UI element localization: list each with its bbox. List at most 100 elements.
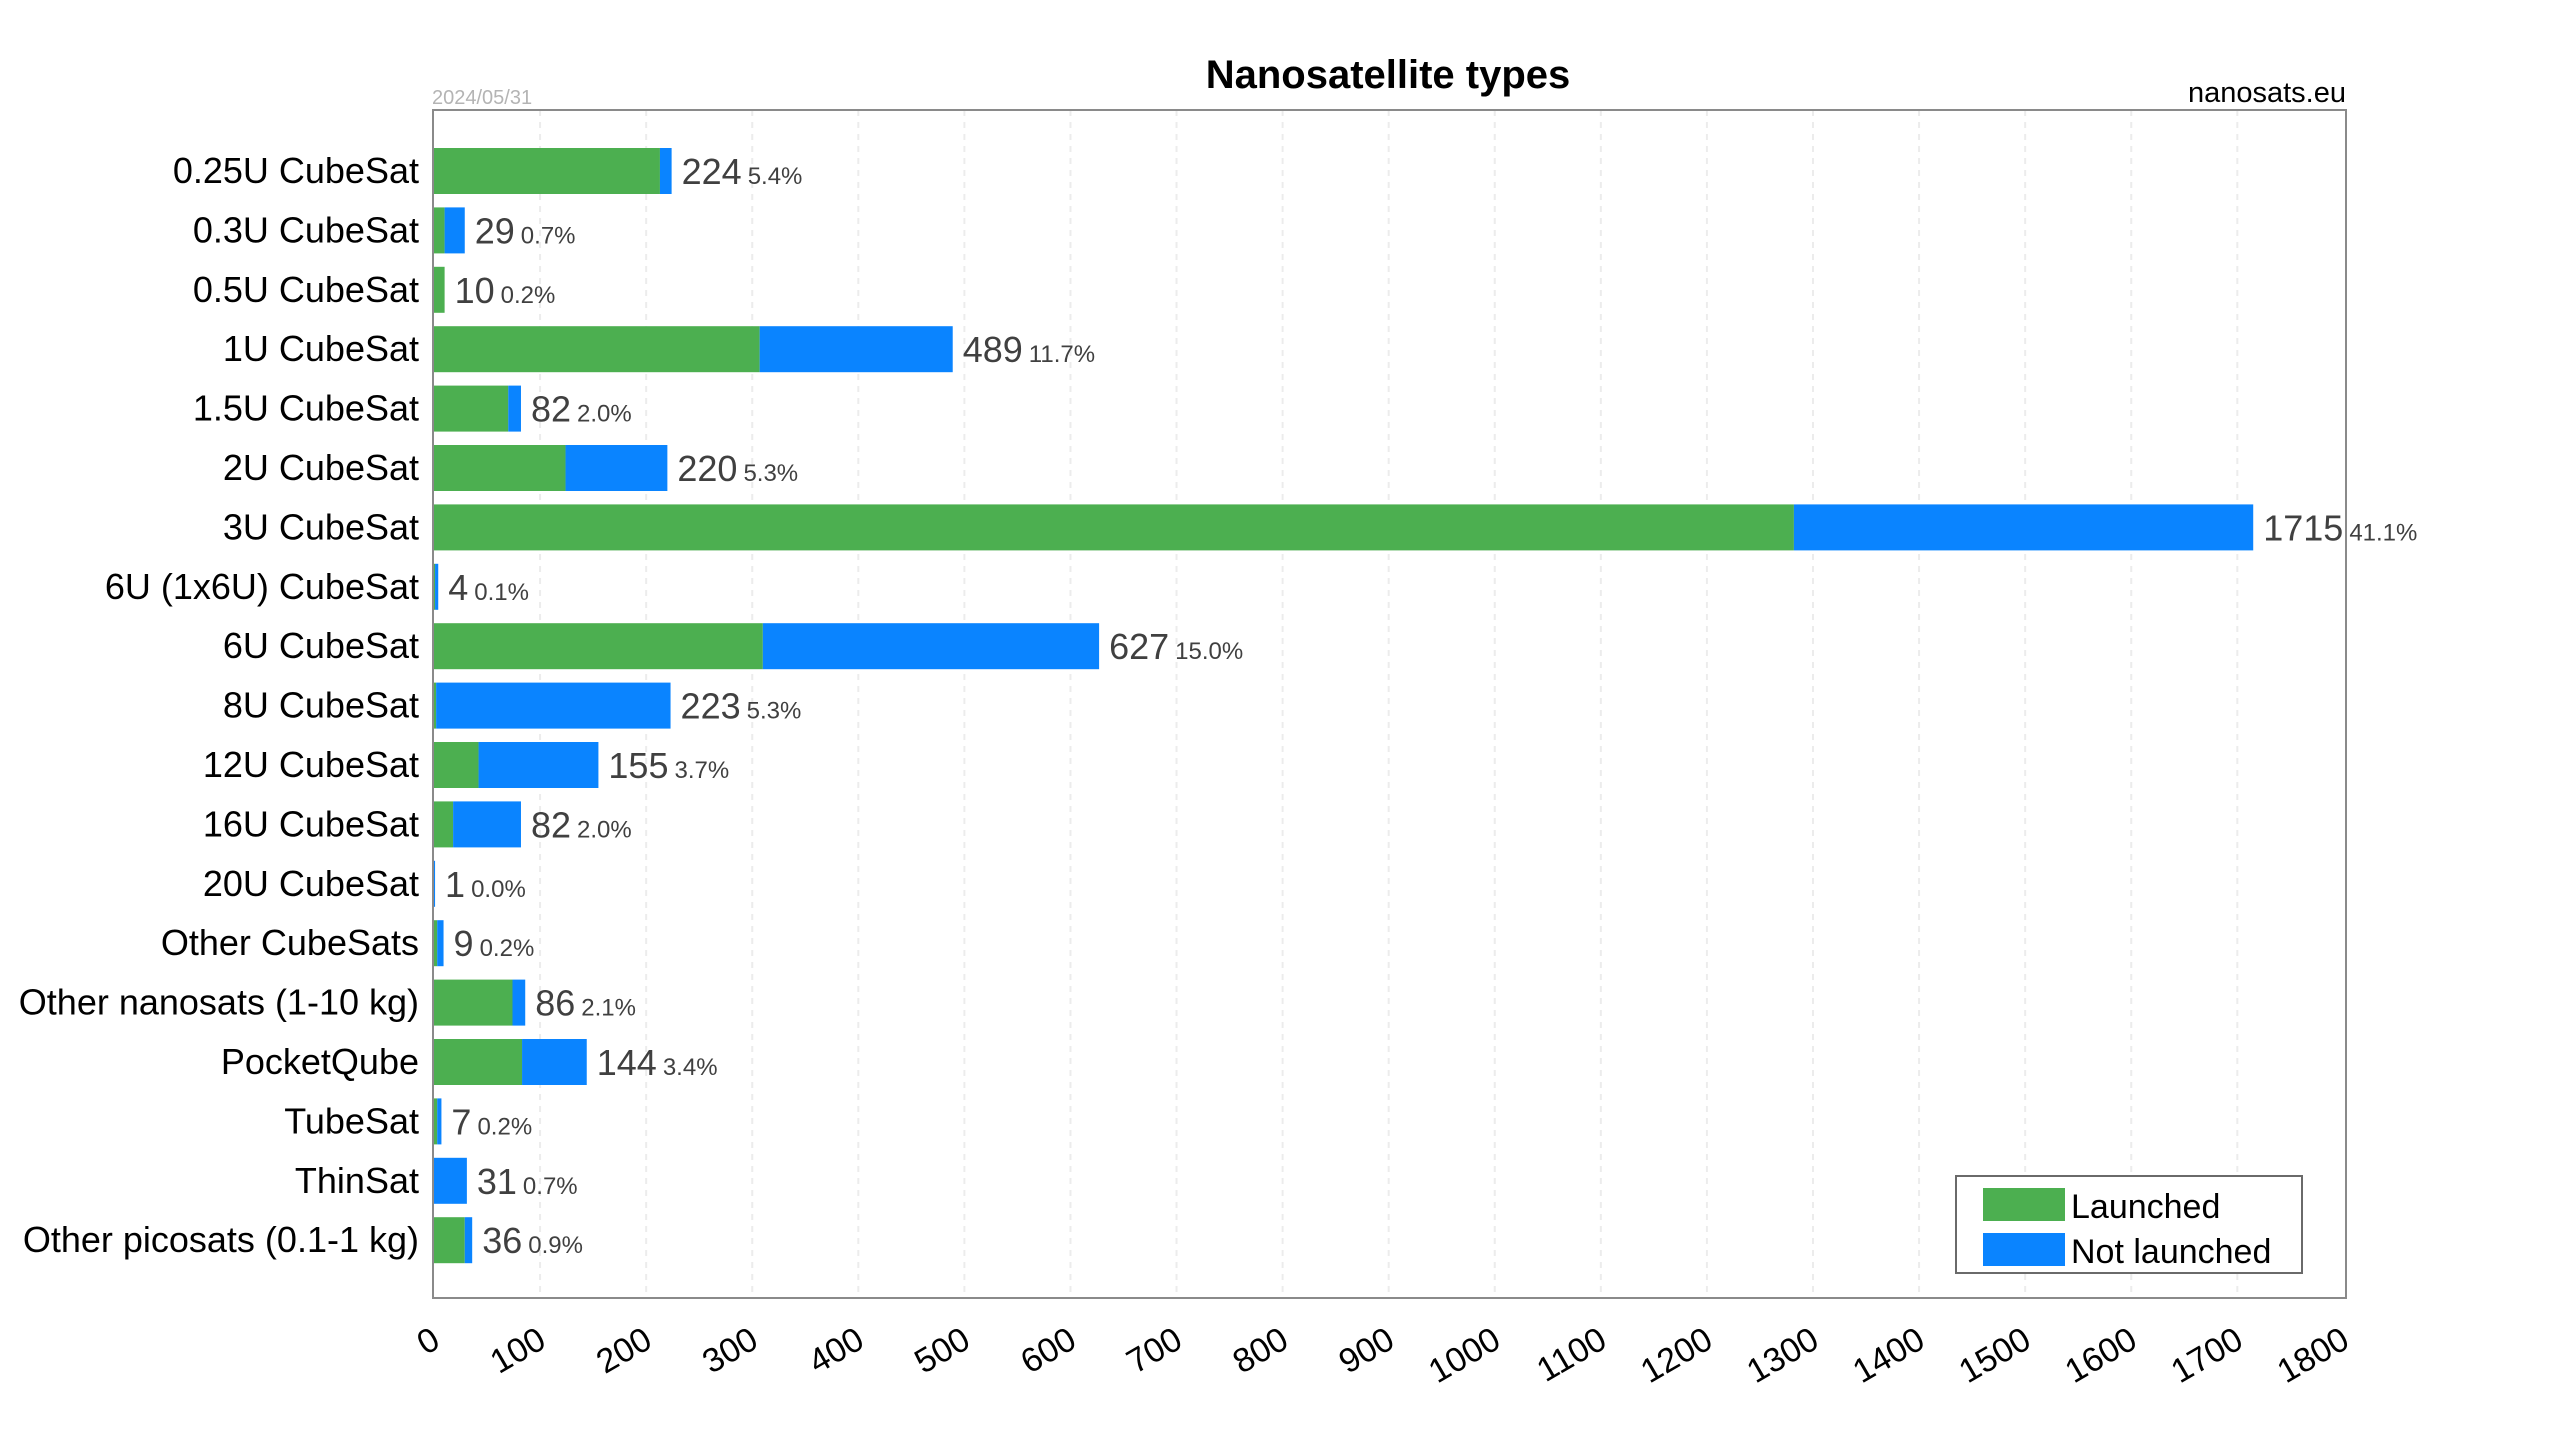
chart-date: 2024/05/31 [432,87,532,109]
x-tick-label: 0 [411,1320,446,1362]
data-label-percent: 2.1% [581,995,636,1022]
y-category-label: 0.5U CubeSat [193,269,419,310]
data-label-percent: 0.9% [528,1232,583,1259]
x-tick-label: 800 [1226,1320,1294,1381]
data-label-total: 7 [451,1101,471,1142]
data-label-total: 224 [682,151,742,192]
bar-launched-12u-cubesat [434,742,479,788]
data-label-percent: 2.0% [577,816,632,843]
legend-label-not-launched: Not launched [2071,1233,2271,1271]
data-label-6u-cubesat: 627 15.0% [1109,626,1243,667]
legend-swatch-launched [1983,1188,2065,1221]
x-tick-label: 900 [1333,1320,1401,1381]
data-label-percent: 0.7% [523,1173,578,1200]
x-tick-label: 100 [484,1320,552,1381]
x-tick-label: 700 [1120,1320,1188,1381]
data-label-percent: 5.4% [748,163,803,190]
data-label-other-nanosats-1-10-kg: 86 2.1% [535,983,636,1024]
x-tick-label: 500 [908,1320,976,1381]
x-tick-label: 1600 [2059,1320,2144,1391]
bar-launched-6u-1x6u-cubesat [434,563,436,610]
data-label-total: 144 [597,1042,657,1083]
y-category-label: Other nanosats (1-10 kg) [19,982,419,1023]
data-label-percent: 0.2% [480,935,535,962]
data-label-0-5u-cubesat: 10 0.2% [455,270,556,311]
x-tick-labels: 0 100 200 300 400 500 600 700 800 900 1000 1100 1200… [411,1320,2356,1391]
legend-label-launched: Launched [2071,1188,2220,1226]
data-label-total: 223 [681,686,741,727]
bar-launched-other-cubesats [434,920,438,967]
data-label-total: 36 [482,1220,522,1261]
data-label-1u-cubesat: 489 11.7% [963,329,1095,370]
x-tick-label: 600 [1014,1320,1082,1381]
bar-launched-other-picosats-0-1-1-kg [434,1217,465,1264]
data-label-20u-cubesat: 1 0.0% [445,864,526,905]
data-label-3u-cubesat: 1715 41.1% [2263,507,2417,548]
chart-title: Nanosatellite types [1206,53,1571,97]
x-tick-label: 1400 [1847,1320,1932,1391]
y-category-label: 3U CubeSat [223,506,419,547]
bar-launched-pocketqube [434,1039,523,1085]
x-tick-label: 1800 [2271,1320,2356,1391]
bar-not-launched-thinsat [434,1157,467,1204]
bar-not-launched-0-3u-cubesat [444,207,465,254]
data-label-total: 4 [448,567,468,608]
bar-not-launched-other-nanosats-1-10-kg [512,979,526,1026]
x-tick-label: 1700 [2165,1320,2250,1391]
data-label-thinsat: 31 0.7% [477,1161,578,1202]
data-label-0-3u-cubesat: 29 0.7% [475,210,576,251]
bar-not-launched-0-25u-cubesat [659,148,672,194]
y-category-label: 6U CubeSat [223,625,419,666]
chart-source: nanosats.eu [2188,77,2346,109]
x-tick-label: 1500 [1953,1320,2038,1391]
bar-not-launched-6u-cubesat [762,623,1100,670]
grid-layer [539,110,2239,1298]
x-tick-label: 300 [696,1320,764,1381]
data-label-12u-cubesat: 155 3.7% [608,745,729,786]
y-category-label: 6U (1x6U) CubeSat [105,566,419,607]
bar-not-launched-8u-cubesat [436,682,671,729]
bar-not-launched-other-cubesats [437,920,444,967]
data-label-other-cubesats: 9 0.2% [454,923,535,964]
bar-launched-0-3u-cubesat [434,207,445,254]
labels-layer: 0.25U CubeSat 224 5.4%0.3U CubeSat 29 0.7%0.… [19,150,2418,1261]
data-label-percent: 41.1% [2349,519,2417,546]
data-label-0-25u-cubesat: 224 5.4% [682,151,803,192]
x-tick-label: 1200 [1634,1320,1719,1391]
data-label-pocketqube: 144 3.4% [597,1042,718,1083]
data-label-total: 489 [963,329,1023,370]
bar-launched-other-nanosats-1-10-kg [434,979,513,1026]
bar-not-launched-1-5u-cubesat [508,385,521,432]
data-label-total: 82 [531,804,571,845]
data-label-percent: 0.1% [474,579,529,606]
legend-swatch-not-launched [1983,1233,2065,1266]
x-tick-label: 400 [802,1320,870,1381]
data-label-percent: 0.7% [521,222,576,249]
bar-not-launched-other-picosats-0-1-1-kg [464,1217,473,1264]
bar-launched-8u-cubesat [434,682,437,729]
legend: Launched Not launched [1955,1175,2303,1274]
bar-launched-1-5u-cubesat [434,385,509,432]
y-category-label: 20U CubeSat [203,863,419,904]
bar-not-launched-12u-cubesat [478,742,599,788]
bar-launched-16u-cubesat [434,801,454,848]
bar-not-launched-6u-1x6u-cubesat [435,563,439,610]
bar-launched-0-25u-cubesat [434,148,660,194]
y-category-label: 16U CubeSat [203,803,419,844]
data-label-total: 29 [475,210,515,251]
data-label-percent: 2.0% [577,401,632,428]
data-label-percent: 0.0% [471,876,526,903]
bar-not-launched-20u-cubesat [434,860,436,907]
data-label-total: 10 [455,270,495,311]
data-label-2u-cubesat: 220 5.3% [677,448,798,489]
data-label-tubesat: 7 0.2% [451,1101,532,1142]
bar-launched-1u-cubesat [434,326,760,373]
data-label-total: 155 [608,745,668,786]
data-label-16u-cubesat: 82 2.0% [531,804,632,845]
y-category-label: 1.5U CubeSat [193,388,419,429]
y-category-label: 1U CubeSat [223,328,419,369]
x-tick-label: 1000 [1422,1320,1507,1391]
bar-launched-tubesat [434,1098,438,1145]
x-tick-label: 1300 [1740,1320,1825,1391]
y-category-label: 0.25U CubeSat [173,150,419,191]
